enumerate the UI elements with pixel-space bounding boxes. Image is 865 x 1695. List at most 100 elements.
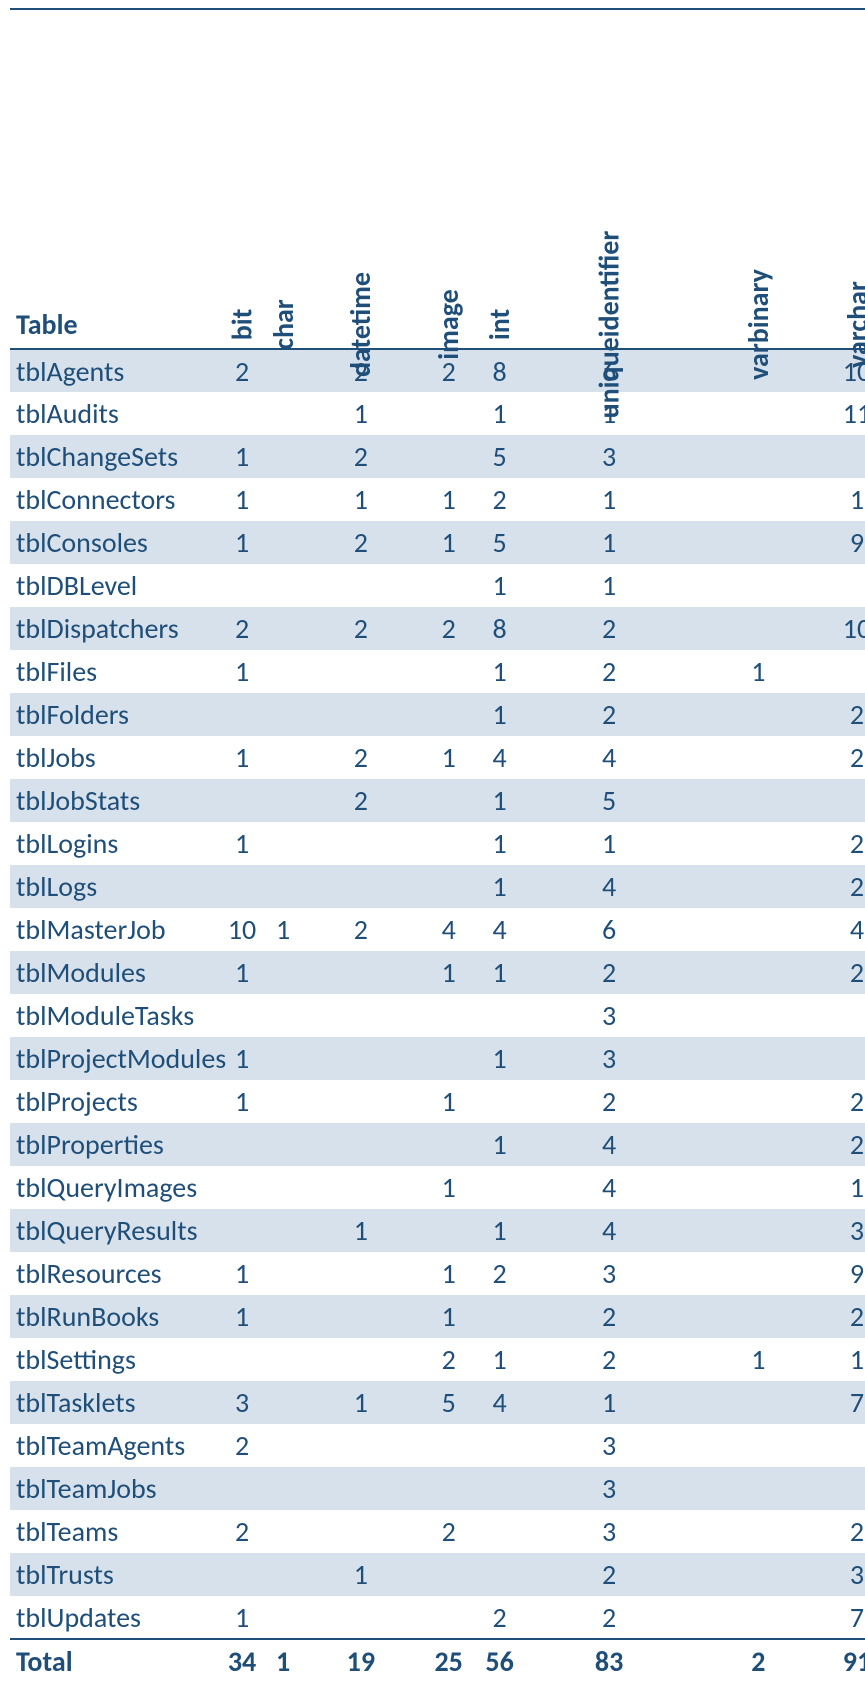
cell-value (308, 951, 413, 994)
cell-value: 2 (515, 1295, 703, 1338)
cell-value (703, 1510, 814, 1553)
cell-value: 4 (515, 1166, 703, 1209)
table-row: tblModules111227 (10, 951, 865, 994)
footer-val: 34 (226, 1639, 258, 1683)
row-name: tblConnectors (10, 478, 226, 521)
cell-value: 2 (308, 607, 413, 650)
row-name: tblQueryImages (10, 1166, 226, 1209)
cell-value: 9 (814, 521, 865, 564)
table-row: tblChangeSets125311 (10, 435, 865, 478)
cell-value (413, 822, 484, 865)
cell-value: 1 (413, 521, 484, 564)
cell-value: 2 (515, 650, 703, 693)
cell-value (258, 1424, 309, 1467)
cell-value: 1 (226, 1252, 258, 1295)
cell-value: 2 (515, 1338, 703, 1381)
cell-value: 5 (484, 435, 515, 478)
cell-value: 3 (515, 1424, 703, 1467)
table-row: tblResources1123916 (10, 1252, 865, 1295)
row-name: tblAudits (10, 392, 226, 435)
cell-value (308, 1510, 413, 1553)
cell-value: 1 (703, 1338, 814, 1381)
cell-value (258, 1467, 309, 1510)
cell-value: 1 (308, 478, 413, 521)
cell-value (308, 564, 413, 607)
cell-value (258, 1381, 309, 1424)
cell-value (703, 994, 814, 1037)
cell-value: 2 (515, 1596, 703, 1639)
cell-value (258, 1166, 309, 1209)
cell-value (258, 478, 309, 521)
cell-value: 1 (814, 478, 865, 521)
cell-value: 2 (515, 1080, 703, 1123)
cell-value: 1 (484, 564, 515, 607)
table-row: tblJobStats2158 (10, 779, 865, 822)
table-row: tblConsoles12151919 (10, 521, 865, 564)
row-name: tblTeamJobs (10, 1467, 226, 1510)
cell-value: 2 (814, 736, 865, 779)
table-row: tblRunBooks11226 (10, 1295, 865, 1338)
cell-value (308, 1338, 413, 1381)
cell-value: 2 (413, 1510, 484, 1553)
cell-value (226, 564, 258, 607)
cell-value: 1 (484, 650, 515, 693)
table-row: tblProjectModules1135 (10, 1037, 865, 1080)
row-name: tblChangeSets (10, 435, 226, 478)
cell-value (258, 951, 309, 994)
row-name: tblFolders (10, 693, 226, 736)
cell-value (413, 1424, 484, 1467)
cell-value: 1 (413, 1295, 484, 1338)
row-name: tblTeams (10, 1510, 226, 1553)
cell-value (258, 693, 309, 736)
row-name: tblDBLevel (10, 564, 226, 607)
cell-value: 1 (226, 1037, 258, 1080)
cell-value: 10 (226, 908, 258, 951)
cell-value (484, 1510, 515, 1553)
cell-value (703, 564, 814, 607)
cell-value: 2 (226, 1424, 258, 1467)
table-row: tblSettings212117 (10, 1338, 865, 1381)
cell-value (703, 736, 814, 779)
cell-value (703, 607, 814, 650)
cell-value (308, 1295, 413, 1338)
cell-value (413, 1467, 484, 1510)
cell-value (258, 1209, 309, 1252)
cell-value (226, 392, 258, 435)
header-col-int: int (484, 9, 515, 349)
row-name: tblTasklets (10, 1381, 226, 1424)
footer-val: 91 (814, 1639, 865, 1683)
cell-value (258, 1596, 309, 1639)
cell-value: 1 (226, 650, 258, 693)
cell-value: 3 (515, 1510, 703, 1553)
data-type-table: Table bit char datetime image int unique… (10, 8, 865, 1683)
cell-value: 4 (515, 865, 703, 908)
cell-value: 1 (226, 478, 258, 521)
cell-value (413, 994, 484, 1037)
table-row: tblTeams22329 (10, 1510, 865, 1553)
row-name: tblResources (10, 1252, 226, 1295)
cell-value (308, 994, 413, 1037)
cell-value (258, 1252, 309, 1295)
cell-value: 2 (226, 349, 258, 392)
cell-value (703, 779, 814, 822)
cell-value (703, 1596, 814, 1639)
cell-value (814, 435, 865, 478)
cell-value (703, 1424, 814, 1467)
cell-value: 1 (515, 521, 703, 564)
cell-value: 3 (814, 1209, 865, 1252)
cell-value (484, 1553, 515, 1596)
cell-value (703, 908, 814, 951)
cell-value: 2 (515, 607, 703, 650)
table-row: tblQueryImages1416 (10, 1166, 865, 1209)
row-name: tblProperties (10, 1123, 226, 1166)
cell-value: 5 (413, 1381, 484, 1424)
cell-value (814, 1467, 865, 1510)
cell-value: 1 (413, 1166, 484, 1209)
cell-value: 8 (484, 607, 515, 650)
cell-value (484, 1080, 515, 1123)
cell-value (258, 1080, 309, 1123)
table-row: tblConnectors1112117 (10, 478, 865, 521)
cell-value (258, 607, 309, 650)
cell-value (703, 1252, 814, 1295)
table-row: tblLogs1427 (10, 865, 865, 908)
